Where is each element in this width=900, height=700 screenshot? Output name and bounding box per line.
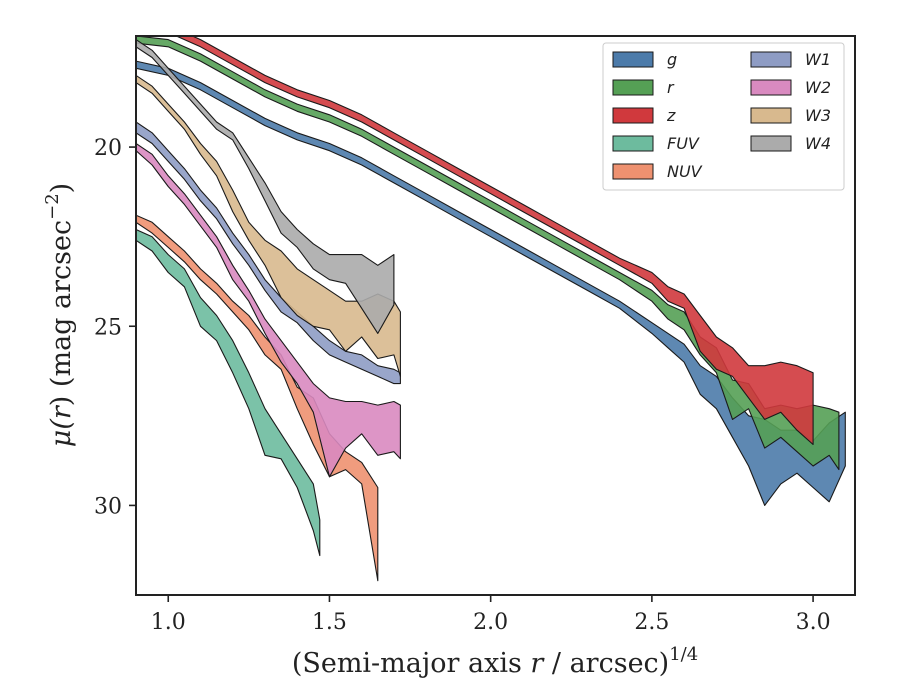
x-tick-label: 1.5 (312, 610, 347, 635)
legend-label: W3 (805, 106, 831, 125)
series-bands (136, 36, 846, 582)
band-fuv (136, 228, 321, 557)
y-tick-label: 25 (94, 315, 122, 340)
y-axis-label: μ(r) (mag arcsec−2) (42, 183, 77, 447)
legend-entry-fuv: FUV (612, 134, 700, 153)
y-tick-label: 30 (94, 494, 122, 519)
y-axis-ticks: 20 25 30 (94, 136, 136, 519)
legend: grz FUV NUV W1 W2 W3 W4 (602, 42, 845, 191)
x-axis-label: (Semi-major axis r / arcsec)1/4 (292, 644, 698, 679)
x-tick-label: 2.0 (473, 610, 508, 635)
x-axis-ticks: 1.0 1.5 2.0 2.5 3.0 (151, 595, 831, 635)
legend-swatch (612, 163, 654, 180)
legend-label: r (667, 78, 675, 97)
y-tick-label: 20 (94, 136, 122, 161)
band-r (136, 36, 840, 471)
legend-swatch (750, 135, 792, 152)
legend-entry-w4: W4 (750, 134, 831, 153)
x-tick-label: 3.0 (796, 610, 831, 635)
band-nuv (136, 214, 379, 582)
legend-entry-z: z (612, 106, 676, 125)
band-g (136, 60, 846, 506)
legend-swatch (750, 79, 792, 96)
legend-label: g (667, 50, 677, 69)
legend-swatch (612, 51, 654, 68)
plot-frame (135, 35, 856, 596)
band-w2 (136, 142, 401, 478)
legend-entry-g: g (612, 50, 677, 69)
legend-entry-r: r (612, 78, 675, 97)
x-tick-label: 1.0 (151, 610, 186, 635)
legend-entry-w3: W3 (750, 106, 831, 125)
legend-entry-w2: W2 (750, 78, 831, 97)
legend-label: W4 (805, 134, 831, 153)
legend-label: FUV (667, 134, 700, 153)
legend-swatch (750, 107, 792, 124)
legend-label: W1 (805, 50, 831, 69)
legend-label: NUV (667, 162, 703, 181)
band-w4 (136, 39, 395, 334)
x-tick-label: 2.5 (634, 610, 669, 635)
band-z (174, 36, 814, 446)
legend-label: z (666, 106, 676, 125)
legend-swatch (612, 107, 654, 124)
legend-entry-nuv: NUV (612, 162, 703, 181)
band-w1 (136, 121, 401, 385)
legend-label: W2 (805, 78, 831, 97)
legend-swatch (750, 51, 792, 68)
legend-entry-w1: W1 (750, 50, 831, 69)
legend-swatch (612, 79, 654, 96)
band-w3 (136, 74, 401, 377)
legend-swatch (612, 135, 654, 152)
